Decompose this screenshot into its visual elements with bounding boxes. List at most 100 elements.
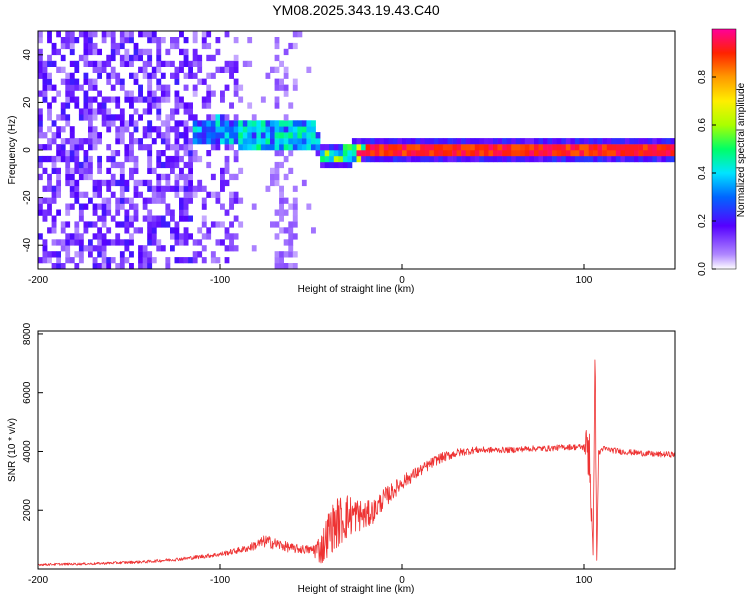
spectrogram-cell <box>652 138 658 145</box>
spectrogram-cell <box>502 144 507 151</box>
spectrogram-cell <box>411 138 416 145</box>
spectrogram-cell <box>74 185 80 192</box>
spectrogram-cell <box>615 144 621 151</box>
spectrogram-cell <box>288 245 294 252</box>
spectrogram-cell <box>65 239 71 246</box>
spectrogram-cell <box>324 144 330 151</box>
spectrogram-cell <box>133 96 139 103</box>
spectrogram-cell <box>224 132 230 139</box>
spectrogram-cell <box>351 150 357 157</box>
spectrogram-cell <box>92 185 98 192</box>
spectrogram-cell <box>65 203 71 210</box>
spectrogram-cell <box>279 251 284 258</box>
spectrogram-cell <box>38 197 43 204</box>
spectrogram-cell <box>210 144 216 151</box>
spectrogram-cell <box>106 120 112 127</box>
spectrogram-cell <box>69 150 75 157</box>
spectrogram-cell <box>192 132 198 139</box>
spectrogram-cell <box>138 263 143 269</box>
spectrogram-cell <box>270 179 275 187</box>
spectrogram-cell <box>233 114 239 121</box>
spectrogram-cell <box>165 257 171 264</box>
spectrogram-cell <box>210 173 216 181</box>
spectrogram-cell <box>565 150 571 157</box>
spectrogram-cell <box>97 108 102 115</box>
spectrogram-cell <box>147 96 153 103</box>
spectrogram-cell <box>119 120 125 127</box>
spectrogram-cell <box>170 60 175 67</box>
spectrogram-cell <box>147 155 153 163</box>
spectrogram-cell <box>383 150 389 157</box>
spectrogram-cell <box>388 150 394 157</box>
spectrogram-cell <box>174 179 180 187</box>
spectrogram-cell <box>115 233 121 240</box>
spectrogram-cell <box>288 144 294 151</box>
spectrogram-cell <box>183 138 189 145</box>
spectrogram-cell <box>233 120 239 127</box>
spectrogram-cell <box>165 96 171 103</box>
spectrogram-cell <box>83 150 89 157</box>
spectrogram-cell <box>224 227 230 234</box>
spectrogram-cell <box>183 173 189 181</box>
spectrogram-cell <box>579 144 585 151</box>
spectrogram-cell <box>315 144 321 151</box>
spectrogram-cell <box>170 167 175 174</box>
spectrogram-cell <box>188 66 193 73</box>
spectrogram-cell <box>634 150 639 157</box>
spectrogram-cell <box>215 191 221 198</box>
spectrogram-cell <box>42 209 48 216</box>
spectrogram-cell <box>292 78 298 85</box>
spectrogram-cell <box>183 84 189 91</box>
spectrogram-x-tick-label: 100 <box>576 275 593 286</box>
spectrogram-cell <box>197 126 203 133</box>
spectrogram-cell <box>438 144 444 151</box>
spectrogram-cell <box>311 132 316 139</box>
spectrogram-cell <box>170 209 175 216</box>
spectrogram-cell <box>56 114 61 121</box>
spectrogram-cell <box>260 138 266 145</box>
spectrogram-cell <box>670 155 675 163</box>
spectrogram-cell <box>292 31 298 38</box>
spectrogram-cell <box>283 251 289 258</box>
spectrogram-cell <box>38 233 43 240</box>
spectrogram-cell <box>42 185 48 192</box>
spectrogram-cell <box>215 221 221 228</box>
spectrogram-cell <box>201 197 207 204</box>
spectrogram-cell <box>147 239 153 246</box>
spectrogram-cell <box>47 173 52 181</box>
spectrogram-cell <box>147 78 153 85</box>
spectrogram-cell <box>370 155 375 163</box>
spectrogram-cell <box>206 114 212 121</box>
spectrogram-cell <box>251 203 257 210</box>
spectrogram-cell <box>197 239 203 246</box>
spectrogram-cell <box>51 120 57 127</box>
spectrogram-cell <box>593 150 598 157</box>
spectrogram-cell <box>38 257 43 264</box>
spectrogram-cell <box>397 155 403 163</box>
spectrogram-cell <box>97 227 102 234</box>
spectrogram-cell <box>119 42 125 50</box>
spectrogram-cell <box>129 138 134 145</box>
spectrogram-cell <box>78 251 84 258</box>
spectrogram-cell <box>497 138 503 145</box>
spectrogram-cell <box>88 132 93 139</box>
spectrogram-cell <box>160 84 166 91</box>
spectrogram-cell <box>324 155 330 163</box>
spectrogram-cell <box>238 138 244 145</box>
spectrogram-cell <box>188 215 193 222</box>
spectrogram-cell <box>279 144 284 151</box>
spectrogram-cell <box>47 138 52 145</box>
spectrogram-cell <box>174 102 180 109</box>
spectrogram-cell <box>447 155 453 163</box>
spectrogram-cell <box>174 161 180 169</box>
spectrogram-cell <box>206 102 212 109</box>
spectrogram-cell <box>60 114 66 121</box>
spectrogram-cell <box>119 138 125 145</box>
spectrogram-cell <box>461 150 466 157</box>
spectrogram-cell <box>65 221 71 228</box>
spectrogram-cell <box>552 155 557 163</box>
spectrogram-cell <box>156 78 162 85</box>
spectrogram-cell <box>38 155 43 163</box>
spectrogram-cell <box>156 173 162 181</box>
spectrogram-cell <box>338 144 344 151</box>
